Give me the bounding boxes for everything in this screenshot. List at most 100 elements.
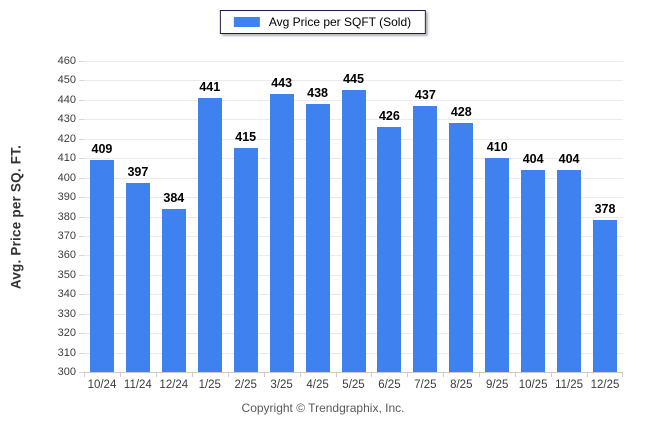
bar-value-label: 428	[450, 105, 472, 120]
y-tick-mark	[79, 274, 84, 276]
bar-11-25	[557, 169, 582, 372]
x-tick-label: 8/25	[450, 379, 473, 391]
x-tick-mark	[479, 373, 480, 377]
x-tick-label: 12/24	[159, 379, 189, 391]
y-tick-label: 360	[57, 249, 76, 262]
bar-value-label: 415	[235, 130, 257, 145]
y-tick-label: 450	[57, 74, 76, 87]
x-tick-label: 11/25	[555, 379, 584, 391]
y-tick-mark	[79, 216, 84, 218]
x-tick-mark	[192, 373, 193, 377]
x-tick-label: 11/24	[123, 379, 152, 391]
y-tick-mark	[79, 235, 84, 237]
legend: Avg Price per SQFT (Sold)	[219, 10, 427, 34]
y-tick-mark	[79, 61, 84, 62]
x-tick-label: 10/25	[518, 379, 548, 391]
y-tick-label: 410	[57, 152, 76, 165]
bar-5-25	[341, 90, 366, 372]
bar-value-label: 404	[522, 151, 544, 166]
y-tick-label: 400	[57, 171, 76, 184]
y-tick-mark	[79, 313, 84, 315]
y-tick-label: 370	[57, 229, 76, 242]
legend-label: Avg Price per SQFT (Sold)	[268, 15, 412, 29]
bar-value-label: 409	[91, 142, 113, 157]
x-tick-mark	[407, 373, 408, 377]
bar-3-25	[269, 94, 294, 372]
x-tick-label: 9/25	[486, 379, 509, 391]
bar-value-label: 384	[163, 190, 185, 205]
bar-12-24	[161, 208, 186, 372]
x-tick-mark	[371, 373, 372, 377]
y-tick-label: 390	[57, 191, 76, 204]
y-tick-mark	[79, 294, 84, 296]
y-tick-mark	[79, 177, 84, 179]
y-tick-label: 430	[57, 113, 76, 126]
gridline	[84, 61, 623, 62]
bar-8-25	[449, 123, 474, 372]
x-tick-mark	[120, 373, 121, 377]
x-tick-mark	[443, 373, 444, 377]
x-tick-label: 5/25	[342, 379, 365, 391]
bar-2-25	[233, 148, 258, 372]
bar-value-label: 378	[594, 202, 616, 217]
x-tick-mark	[336, 373, 337, 377]
x-tick-label: 2/25	[234, 379, 257, 391]
bar-value-label: 426	[378, 109, 400, 124]
x-tick-mark	[228, 373, 229, 377]
bar-value-label: 397	[127, 165, 149, 180]
bar-12-25	[593, 220, 618, 372]
bar-11-24	[125, 183, 150, 372]
y-tick-mark	[79, 352, 84, 354]
x-tick-mark	[587, 373, 588, 377]
y-tick-label: 300	[57, 366, 76, 378]
bar-6-25	[377, 127, 402, 372]
bar-value-label: 438	[307, 85, 328, 100]
bar-9-25	[485, 158, 510, 372]
x-tick-label: 3/25	[270, 379, 293, 391]
bar-10-24	[89, 160, 114, 372]
y-tick-label: 380	[57, 210, 76, 223]
plot-area: 300 310 320 330 340 350 360 370 380 390 400 410 420 4…	[58, 56, 623, 391]
y-axis-title: Avg. Price per SQ. FT.	[8, 144, 24, 290]
y-tick-mark	[79, 197, 84, 199]
gridline	[84, 80, 623, 82]
x-tick-mark	[156, 373, 157, 377]
x-tick-mark	[551, 373, 552, 377]
bar-4-25	[305, 103, 330, 372]
y-tick-mark	[79, 80, 84, 82]
x-tick-mark	[515, 373, 516, 377]
bar-value-label: 410	[486, 140, 508, 155]
y-tick-label: 350	[57, 268, 76, 281]
x-tick-mark	[84, 373, 85, 377]
x-tick-label: 10/24	[87, 379, 117, 391]
bar-10-25	[521, 169, 546, 372]
y-tick-mark	[79, 333, 84, 335]
x-tick-label: 7/25	[414, 379, 437, 391]
bar-value-label: 445	[343, 72, 364, 87]
bar-value-label: 437	[414, 87, 436, 102]
y-tick-label: 440	[57, 93, 76, 106]
bar-value-label: 441	[199, 79, 221, 94]
x-tick-label: 12/25	[590, 379, 620, 391]
x-tick-mark	[300, 373, 301, 377]
y-tick-mark	[79, 255, 84, 257]
y-tick-label: 340	[57, 288, 76, 301]
x-tick-label: 6/25	[378, 379, 401, 391]
x-tick-mark	[622, 373, 623, 377]
x-tick-label: 1/25	[198, 379, 221, 391]
y-tick-mark	[79, 119, 84, 121]
x-tick-mark	[264, 373, 265, 377]
x-axis-line	[84, 372, 623, 373]
y-tick-label: 330	[57, 307, 76, 320]
copyright-text: Copyright © Trendgraphix, Inc.	[241, 401, 405, 415]
y-tick-label: 420	[57, 132, 76, 145]
y-tick-mark	[79, 372, 84, 373]
legend-swatch-icon	[233, 17, 260, 27]
bar-value-label: 404	[558, 151, 580, 166]
bar-value-label: 443	[271, 76, 293, 91]
y-tick-label: 310	[57, 346, 76, 359]
y-tick-mark	[79, 99, 84, 101]
y-tick-label: 460	[57, 55, 76, 67]
x-tick-label: 4/25	[306, 379, 329, 391]
